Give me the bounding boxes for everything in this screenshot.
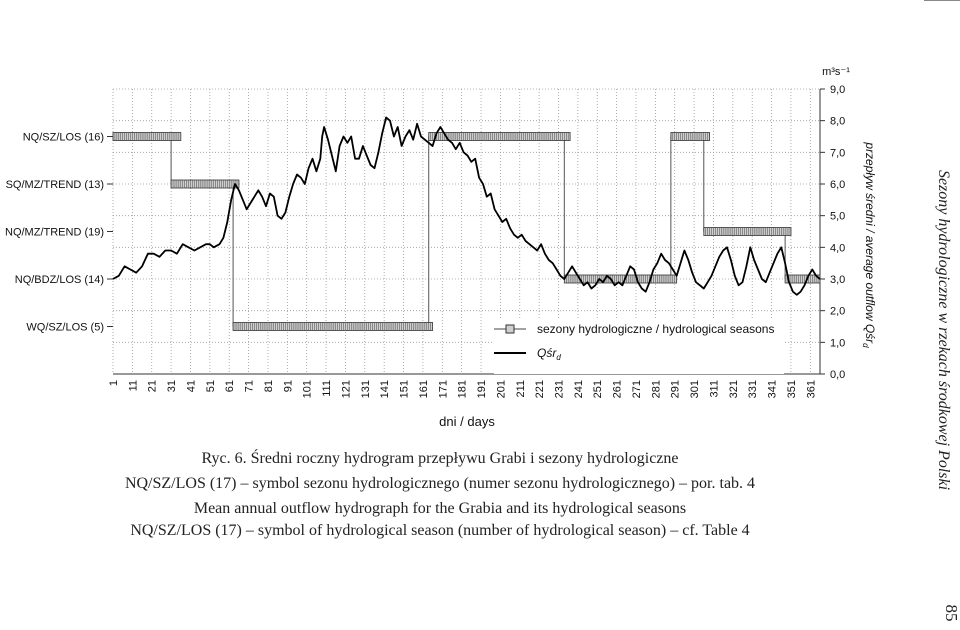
x-tick-label: 321 (728, 380, 740, 398)
x-tick-label: 231 (554, 380, 566, 398)
y-tick-label: 4,0 (830, 242, 845, 254)
x-tick-label: 11 (127, 380, 139, 391)
x-tick-label: 331 (747, 380, 759, 398)
flow-line (112, 116, 821, 296)
x-axis-label: dni / days (439, 414, 495, 429)
season-bar-body (703, 227, 792, 236)
page-number-text: 85 (942, 604, 960, 622)
x-tick-label: 91 (282, 380, 294, 392)
x-tick-label: 21 (147, 380, 159, 392)
x-tick-labels: 1 11 21 31 41 51 61 71 81 91 101 111 121 131 141 151 161… (108, 380, 817, 398)
x-tick-label: 121 (340, 380, 352, 398)
x-tick-label: 271 (631, 380, 643, 398)
running-header-text: Sezony hydrologiczne w rzekach środkowej… (935, 169, 952, 491)
season-bar (112, 132, 182, 141)
season-connector (563, 136, 571, 279)
x-tick-label: 251 (592, 380, 604, 398)
corner-rule (924, 0, 960, 21)
season-bar (703, 227, 792, 236)
x-tick-label: 201 (495, 380, 507, 398)
season-connector (428, 136, 433, 327)
x-tick-label: 101 (302, 380, 314, 398)
x-tick-label: 141 (379, 380, 391, 398)
x-tick-label: 111 (321, 380, 333, 397)
running-header: Sezony hydrologiczne w rzekach środkowej… (928, 165, 958, 495)
unit-label: m³s⁻¹ (822, 66, 850, 78)
x-tick-label: 261 (612, 380, 624, 398)
y-tick-label: 2,0 (830, 306, 845, 318)
x-tick-label: 131 (360, 380, 372, 398)
legend: sezony hydrologiczne / hydrological seas… (494, 318, 784, 374)
season-series (112, 132, 821, 331)
x-tick-label: 1 (108, 380, 120, 386)
legend-seasons-label: sezony hydrologiczne / hydrological seas… (537, 322, 774, 336)
flow-series (112, 116, 821, 296)
y-tick-label: 3,0 (830, 274, 845, 286)
season-connector (670, 136, 677, 280)
page-number: 85 (936, 598, 960, 628)
season-label: NQ/MZ/TREND (19) (5, 227, 104, 239)
season-bar-body (232, 322, 434, 331)
season-bar (428, 132, 571, 141)
season-bar-body (112, 132, 182, 141)
x-tick-label: 281 (650, 380, 662, 398)
x-tick-label: 71 (244, 380, 256, 392)
season-bar-body (170, 179, 240, 189)
y-tick-labels: 0,0 1,0 2,0 3,0 4,0 5,0 6,0 7,0 8,0 9,0 (830, 84, 845, 381)
y-tick-label: 6,0 (830, 179, 845, 191)
season-connector (232, 183, 239, 327)
x-tick-label: 221 (534, 380, 546, 398)
y-tick-label: 8,0 (830, 116, 845, 128)
x-tick-label: 81 (263, 380, 275, 392)
season-bar (232, 322, 434, 331)
hydrograph-chart: 1 11 21 31 41 51 61 71 81 91 101 111 121 131 141 151 161… (5, 66, 877, 429)
x-tick-label: 291 (670, 380, 682, 398)
caption-symbol-definition-pl: NQ/SZ/LOS (17) – symbol sezonu hydrologi… (124, 475, 756, 492)
y-tick-label: 9,0 (830, 84, 845, 96)
season-connector (170, 136, 181, 184)
x-tick-label: 311 (708, 380, 720, 398)
x-tick-label: 171 (437, 380, 449, 398)
season-level-labels: NQ/SZ/LOS (16) SQ/MZ/TREND (13) NQ/MZ/TREN… (5, 132, 113, 334)
x-tick-label: 41 (185, 380, 197, 392)
x-tick-label: 151 (399, 380, 411, 398)
y-tick-label: 7,0 (830, 147, 845, 159)
x-tick-label: 191 (476, 380, 488, 398)
season-label: SQ/MZ/TREND (13) (6, 179, 104, 191)
legend-season-marker (505, 324, 515, 334)
y-tick-label: 5,0 (830, 211, 845, 223)
x-tick-label: 301 (689, 380, 701, 398)
x-tick-label: 161 (418, 380, 430, 398)
season-bar (670, 132, 710, 141)
x-tick-label: 51 (205, 380, 217, 392)
x-tick-label: 61 (224, 380, 236, 392)
caption-title: Ryc. 6. Średni roczny hydrogram przepływ… (201, 450, 679, 467)
season-bar (170, 179, 240, 189)
season-label: NQ/BDZ/LOS (14) (15, 274, 104, 286)
x-tick-label: 341 (767, 380, 779, 398)
x-tick-label: 361 (805, 380, 817, 398)
right-axis-label: przepływ średni / average outflow Qśrd (861, 141, 877, 348)
season-label: NQ/SZ/LOS (16) (23, 132, 104, 144)
x-tick-label: 351 (786, 380, 798, 398)
y-tick-label: 1,0 (830, 337, 845, 349)
caption-symbol-definition-en: NQ/SZ/LOS (17) – symbol of hydrological … (130, 522, 750, 539)
y-tick-label: 0,0 (830, 369, 845, 381)
legend-flow-label: Qśrd (537, 346, 561, 362)
caption-title-en: Mean annual outflow hydrograph for the G… (193, 500, 687, 517)
x-tick-label: 211 (515, 380, 527, 398)
season-bar (784, 274, 821, 284)
x-tick-label: 241 (573, 380, 585, 398)
x-tick-label: 31 (166, 380, 178, 392)
x-tick-label: 181 (457, 380, 469, 398)
season-label: WQ/SZ/LOS (5) (26, 322, 104, 334)
